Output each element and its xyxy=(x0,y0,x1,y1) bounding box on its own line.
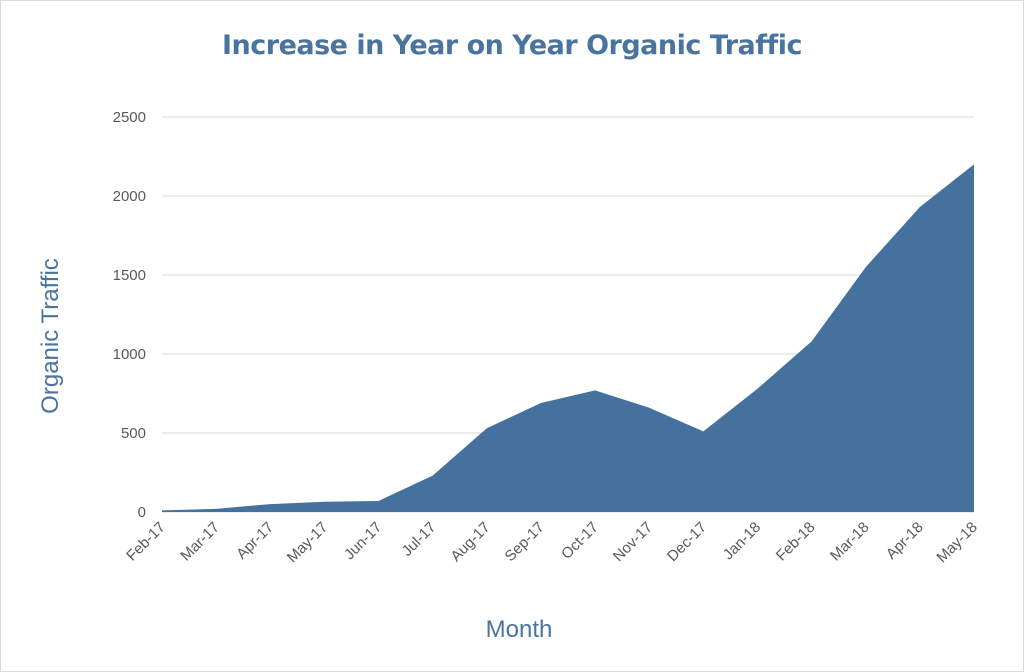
x-tick-label: Oct-17 xyxy=(558,519,602,563)
x-tick-label: Dec-17 xyxy=(664,519,710,565)
y-axis-title: Organic Traffic xyxy=(37,258,64,414)
x-tick-label: Nov-17 xyxy=(610,519,656,565)
x-tick-label: Mar-17 xyxy=(177,519,223,565)
x-tick-label: Mar-18 xyxy=(827,519,873,565)
y-axis-ticks: 0 500 1000 1500 2000 2500 xyxy=(113,109,146,521)
y-tick-label: 1500 xyxy=(113,267,146,284)
x-axis-title: Month xyxy=(486,616,553,643)
area-fill xyxy=(162,164,974,512)
x-tick-label: Feb-17 xyxy=(123,519,169,565)
x-tick-label: Sep-17 xyxy=(502,519,548,565)
area-series xyxy=(162,164,974,512)
x-tick-label: May-18 xyxy=(933,519,980,566)
y-tick-label: 500 xyxy=(121,425,146,442)
x-tick-label: Feb-18 xyxy=(773,519,819,565)
x-tick-label: Aug-17 xyxy=(447,519,493,565)
x-tick-label: Jan-18 xyxy=(720,519,764,563)
y-tick-label: 0 xyxy=(138,504,146,521)
x-axis-ticks: Feb-17 Mar-17 Apr-17 May-17 Jun-17 Jul-17 Aug-… xyxy=(123,519,981,566)
y-tick-label: 2000 xyxy=(113,188,146,205)
chart-title: Increase in Year on Year Organic Traffic xyxy=(221,30,803,61)
y-tick-label: 2500 xyxy=(113,109,146,126)
x-tick-label: Apr-18 xyxy=(883,519,927,563)
y-tick-label: 1000 xyxy=(113,346,146,363)
x-tick-label: Jun-17 xyxy=(341,519,385,563)
x-tick-label: Apr-17 xyxy=(233,519,277,563)
x-tick-label: Jul-17 xyxy=(399,519,440,560)
x-tick-label: May-17 xyxy=(284,519,331,566)
